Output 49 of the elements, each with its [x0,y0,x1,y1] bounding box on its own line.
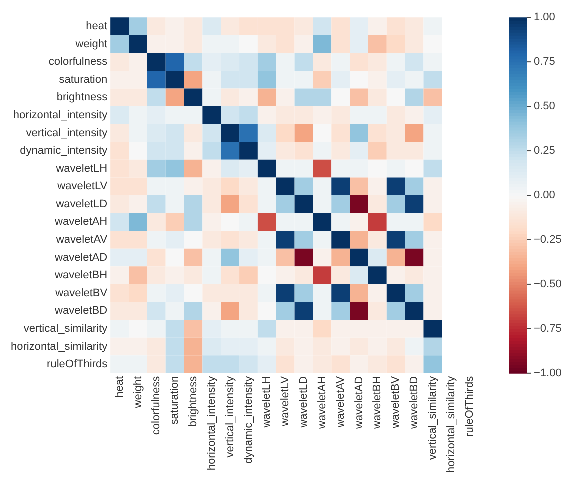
y-tick-label: waveletAV [55,234,108,246]
x-tick-label: horizontal_intensity [206,376,218,471]
y-tick-label: saturation [59,74,108,86]
y-tick-label: waveletAH [54,216,108,228]
x-tick-label: waveletLV [280,376,292,428]
x-tick-label: vertical_similarity [426,376,439,460]
y-tick-label: waveletLH [55,162,108,175]
x-tick-label: ruleOfThirds [464,376,476,437]
color-bar-label: 0.25 [534,145,556,158]
x-tick-label: saturation [169,376,182,425]
y-tick-label: waveletLV [56,180,108,193]
x-tick-label: waveletAV [334,376,347,429]
x-tick-label: dynamic_intensity [242,376,255,464]
y-tick-label: waveletAD [54,252,108,264]
x-tick-label: waveletAH [316,376,328,430]
y-tick-label: weight [74,38,108,50]
y-tick-label: ruleOfThirds [47,358,108,371]
color-bar-label: −0.50 [534,278,562,290]
x-tick-label: waveletBD [408,376,421,430]
y-tick-label: waveletBD [54,305,108,318]
y-tick-label: horizontal_similarity [10,340,108,353]
color-bar-label: −0.25 [534,234,562,246]
color-bar-label: −0.75 [534,322,562,335]
y-tick-label: brightness [56,92,108,104]
x-tick-label: waveletLH [261,376,274,429]
x-tick-label: vertical_intensity [224,376,236,458]
y-tick-label: heat [86,20,108,33]
y-tick-label: waveletBV [54,287,108,300]
color-bar-label: 0.50 [534,100,556,113]
x-tick-label: waveletBV [390,376,402,430]
y-tick-label: waveletLD [55,198,108,210]
y-tick-label: dynamic_intensity [20,145,108,158]
y-tick-label: waveletBH [54,270,108,282]
x-tick-label: waveletAD [353,376,366,430]
x-tick-label: waveletLD [298,376,310,429]
x-tick-label: brightness [188,376,200,428]
y-tick-label: vertical_similarity [24,322,108,335]
x-tick-label: horizontal_similarity [445,376,458,474]
y-tick-label: vertical_intensity [26,127,108,140]
x-tick-label: waveletBH [372,376,384,430]
x-tick-label: heat [114,376,126,398]
x-tick-label: weight [132,376,144,410]
y-tick-label: colorfulness [48,56,108,68]
color-bar-label: −1.00 [534,367,562,380]
y-tick-label: horizontal_intensity [13,109,108,122]
color-bar-label: 0.75 [534,56,556,68]
x-tick-label: colorfulness [150,376,163,436]
color-bar-label: 1.00 [534,12,556,24]
color-bar-label: 0.00 [534,190,556,202]
